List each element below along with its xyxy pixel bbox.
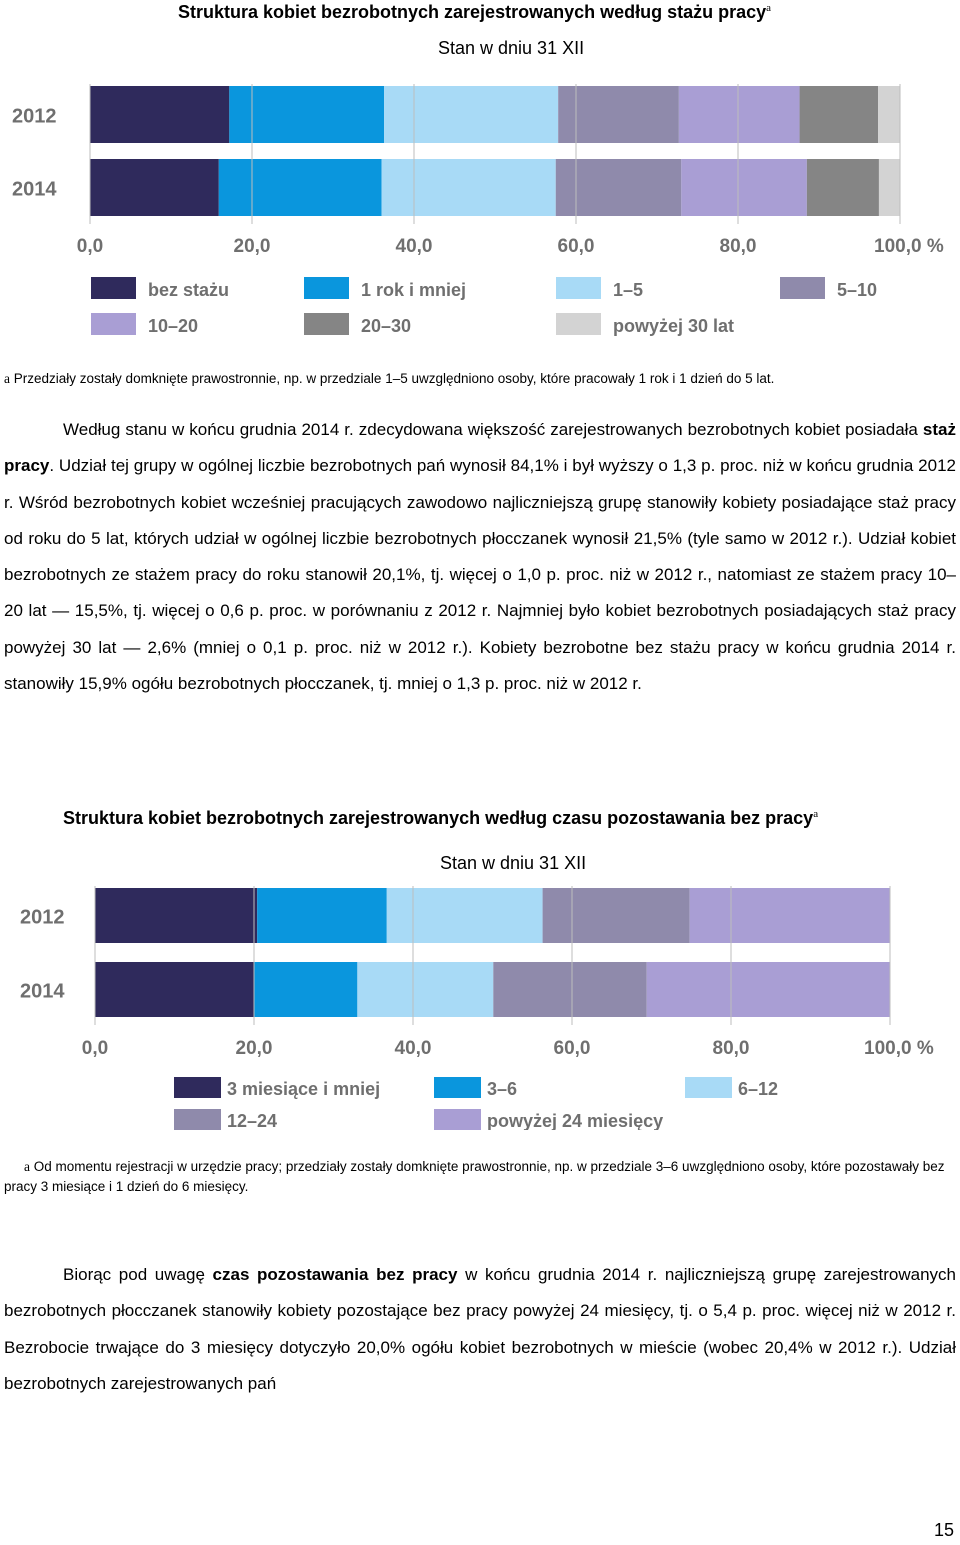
bar-2012-series-5 (799, 86, 879, 143)
x-tick-label-4: 80,0 (720, 236, 757, 257)
chart1-title-footnote-marker: a (766, 2, 772, 14)
bar-2012-series-1 (229, 86, 385, 143)
chart2-title-footnote-marker: a (813, 808, 819, 820)
legend-swatch-2 (685, 1077, 732, 1098)
x-tick-label-3: 60,0 (558, 236, 595, 257)
chart1-figure: 2012 2014 0,0 20,0 40,0 60,0 80,0 100,0 % bez st… (12, 84, 944, 336)
category-label-2012: 2012 (12, 106, 57, 128)
bar-2012-series-4 (678, 86, 800, 143)
para2-text-1: Biorąc pod uwagę (63, 1265, 213, 1284)
x-tick-label-5: 100,0 % (874, 236, 944, 257)
x-tick-label-0: 0,0 (77, 236, 103, 257)
chart1-title-text: Struktura kobiet bezrobotnych zarejestro… (178, 2, 767, 22)
chart2-subtitle: Stan w dniu 31 XII (440, 853, 587, 873)
footnote2-text: Od momentu rejestracji w urzędzie pracy;… (4, 1159, 945, 1194)
paragraph-staz-pracy: Według stanu w końcu grudnia 2014 r. zde… (4, 412, 956, 702)
paragraph-czas-bez-pracy: Biorąc pod uwagę czas pozostawania bez p… (4, 1257, 956, 1402)
footnote1: a Przedziały zostały domknięte prawostro… (4, 369, 956, 389)
x-tick-label-2: 40,0 (396, 236, 433, 257)
bar-2012-series-2 (384, 86, 559, 143)
bar-2014-series-6 (878, 159, 900, 216)
chart2-figure: 2012 2014 0,0 20,0 40,0 60,0 80,0 100,0 % 3 mies… (20, 886, 934, 1130)
legend-label-1: 1 rok i mniej (361, 280, 466, 300)
para1-text-1: Według stanu w końcu grudnia 2014 r. zde… (63, 420, 923, 439)
legend-label-0: 3 miesiące i mniej (227, 1079, 380, 1099)
bar-2014-series-5 (806, 159, 879, 216)
bar-2012-series-0 (95, 888, 258, 943)
bar-2012-series-4 (689, 888, 890, 943)
bar-2012-series-6 (878, 86, 900, 143)
bar-2012-series-2 (386, 888, 543, 943)
bar-2014-series-1 (254, 962, 358, 1017)
category-label-2014: 2014 (20, 981, 65, 1003)
bar-2014-series-0 (95, 962, 254, 1017)
para1-bold: staż pracy (4, 420, 956, 476)
legend-label-3: 5–10 (837, 280, 877, 300)
legend-swatch-2 (556, 277, 601, 299)
bar-2014-series-4 (681, 159, 807, 216)
bar-2014-series-3 (493, 962, 647, 1017)
para1-text-2: . Udział tej grupy w ogólnej liczbie bez… (4, 456, 956, 694)
bar-2014-series-2 (381, 159, 556, 216)
footnote2-marker: a (24, 1159, 30, 1174)
legend-label-2: 1–5 (613, 280, 643, 300)
legend-label-4: 10–20 (148, 316, 198, 336)
legend-label-1: 3–6 (487, 1079, 517, 1099)
legend-swatch-1 (434, 1077, 481, 1098)
legend-swatch-5 (304, 313, 349, 335)
legend-swatch-1 (304, 277, 349, 299)
legend-label-3: 12–24 (227, 1111, 277, 1130)
x-tick-label-4: 80,0 (713, 1038, 750, 1059)
legend-label-6: powyżej 30 lat (613, 316, 734, 336)
bar-2014-series-4 (646, 962, 890, 1017)
bar-2012-series-3 (558, 86, 679, 143)
legend-swatch-4 (434, 1109, 481, 1130)
para2-bold: czas pozostawania bez pracy (212, 1265, 458, 1284)
legend-swatch-0 (91, 277, 136, 299)
bar-2014-series-3 (555, 159, 682, 216)
bar-2012-series-3 (542, 888, 690, 943)
footnote1-text: Przedziały zostały domknięte prawostronn… (13, 371, 775, 386)
bar-2012-series-0 (90, 86, 230, 143)
bar-2014-series-1 (218, 159, 382, 216)
legend-swatch-6 (556, 313, 601, 335)
legend-label-5: 20–30 (361, 316, 411, 336)
x-tick-label-1: 20,0 (236, 1038, 273, 1059)
category-label-2014: 2014 (12, 179, 57, 201)
category-label-2012: 2012 (20, 907, 65, 929)
x-tick-label-3: 60,0 (554, 1038, 591, 1059)
x-tick-label-2: 40,0 (395, 1038, 432, 1059)
legend-label-2: 6–12 (738, 1079, 778, 1099)
legend-label-4: powyżej 24 miesięcy (487, 1111, 663, 1130)
chart2-title-text: Struktura kobiet bezrobotnych zarejestro… (63, 808, 814, 828)
chart2-title: Struktura kobiet bezrobotnych zarejestro… (63, 808, 818, 829)
bar-2012-series-1 (257, 888, 387, 943)
bar-2014-series-2 (357, 962, 494, 1017)
legend-label-0: bez stażu (148, 280, 229, 300)
page-number: 15 (934, 1520, 955, 1540)
legend-swatch-3 (780, 277, 825, 299)
chart1-subtitle: Stan w dniu 31 XII (438, 38, 585, 58)
legend-swatch-4 (91, 313, 136, 335)
x-tick-label-5: 100,0 % (864, 1038, 934, 1059)
x-tick-label-0: 0,0 (82, 1038, 108, 1059)
bar-2014-series-0 (90, 159, 219, 216)
legend-swatch-3 (174, 1109, 221, 1130)
para2-text-2: w końcu grudnia 2014 r. najliczniejszą g… (4, 1265, 956, 1393)
legend-swatch-0 (174, 1077, 221, 1098)
footnote2: a Od momentu rejestracji w urzędzie prac… (4, 1157, 956, 1197)
footnote1-marker: a (4, 371, 10, 386)
chart1-title: Struktura kobiet bezrobotnych zarejestro… (178, 2, 771, 23)
x-tick-label-1: 20,0 (234, 236, 271, 257)
